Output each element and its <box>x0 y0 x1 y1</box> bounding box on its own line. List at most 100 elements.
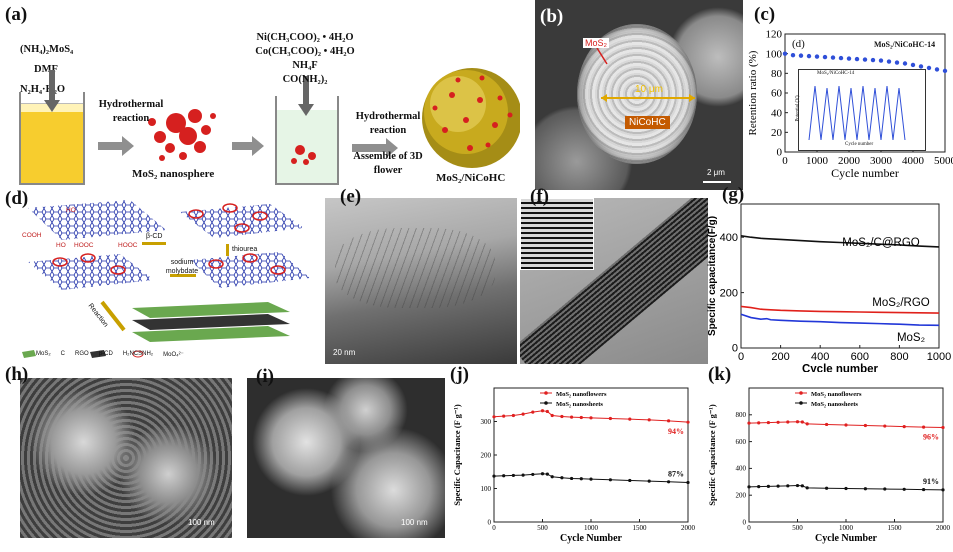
series-0-point-11 <box>870 57 876 63</box>
step-2-line-3: Assemble of 3D <box>353 151 423 162</box>
panel-j-label: (j) <box>450 364 469 385</box>
series-1-point-10 <box>579 477 583 481</box>
inset-curves <box>808 85 906 141</box>
nanosphere-cluster <box>148 109 216 161</box>
x-tick-label-0: 0 <box>747 524 751 532</box>
series-0-point-11 <box>589 416 593 420</box>
series-0-point-8 <box>846 56 852 61</box>
mos2-tag: MoS₂ <box>583 38 609 48</box>
legend-label-0: MoS₂ nanoflowers <box>811 391 862 398</box>
series-0-point-19 <box>934 67 940 72</box>
reagent-2-1: Ni(CH₃COO)₂ • 4H₂O <box>256 32 354 43</box>
panel-h-label: (h) <box>5 364 29 385</box>
sheet-3 <box>28 254 154 290</box>
legend-marker-0 <box>799 391 803 395</box>
x-axis-label: Cycle Number <box>815 533 877 544</box>
y-tick-label-2: 400 <box>720 232 738 244</box>
series-0-point-10 <box>862 57 868 62</box>
x-tick-label-4: 4000 <box>902 155 925 167</box>
y-tick-label-6: 120 <box>766 29 783 41</box>
size-tag: 10 μm <box>635 84 663 95</box>
series-0-point-13 <box>886 59 892 64</box>
sheet-4 <box>190 252 310 288</box>
series-1-point-14 <box>941 488 945 492</box>
x-tick-label-0: 0 <box>782 155 788 167</box>
series-0-point-5 <box>822 54 828 60</box>
process-arrow-1 <box>98 136 134 156</box>
step-1-line-1: Hydrothermal <box>98 99 164 110</box>
series-0-point-11 <box>883 424 887 428</box>
series-line-1 <box>740 305 940 314</box>
series-0-point-15 <box>667 419 671 423</box>
series-1-point-16 <box>686 480 690 485</box>
series-name-1: MoS₂/RGO <box>872 297 930 309</box>
scale-h: 100 nm <box>188 518 215 527</box>
series-1-point-2 <box>766 484 770 488</box>
series-0-point-13 <box>628 417 632 421</box>
series-0-point-8 <box>825 422 829 427</box>
y-tick-label-2: 40 <box>771 107 783 119</box>
series-1-point-0 <box>747 485 751 489</box>
series-0-point-2 <box>766 420 770 425</box>
series-1-point-7 <box>550 475 554 479</box>
chart-c-inset: MoS₂/NiCoHC-14 Cycle number Potential (V… <box>795 69 926 151</box>
chart-c-inset-label: (d) <box>792 38 805 50</box>
series-0-point-1 <box>502 414 506 418</box>
panel-k-label: (k) <box>708 364 732 385</box>
inset-ylabel: Potential (V) <box>795 95 801 122</box>
series-0-point-3 <box>521 412 525 416</box>
panel-e-label: (e) <box>340 186 362 207</box>
y-axis-label: Specific Capacitance (F g⁻¹) <box>452 404 462 506</box>
series-0-point-6 <box>545 409 549 414</box>
inset-xlabel: Cycle number <box>845 142 874 147</box>
panel-f-label: (f) <box>530 186 549 207</box>
legend-moo4: MoO₄²⁻ <box>163 352 184 358</box>
end-label-0: 94% <box>668 427 684 436</box>
step-2-line-2: reaction <box>369 125 407 136</box>
series-1-point-5 <box>795 483 800 488</box>
series-line-2 <box>740 313 940 327</box>
panel-c-label: (c) <box>754 4 776 25</box>
chart-j: 0 500 1000 1500 2000 0 100 200 300 Cycle Number Sp… <box>452 387 696 544</box>
reagent-1-2: DMF <box>34 64 58 75</box>
x-tick-label-2: 1000 <box>839 524 854 532</box>
series-1-point-6 <box>545 472 549 476</box>
series-0-point-15 <box>902 61 908 66</box>
series-0-point-7 <box>838 55 844 61</box>
series-1-point-13 <box>922 487 926 492</box>
y-tick-label-0: 0 <box>732 343 738 355</box>
arrow-cd <box>142 242 166 245</box>
series-1-point-7 <box>805 486 809 490</box>
series-0-point-1 <box>757 421 761 425</box>
series-1-point-6 <box>800 484 804 488</box>
y-axis-label: Retention ratio (%) <box>747 50 759 135</box>
sem-image-i: 100 nm <box>247 378 445 538</box>
scale-e: 20 nm <box>333 348 356 357</box>
series-1-point-15 <box>667 480 671 484</box>
group-label-4: HOOC <box>118 242 138 249</box>
legend-cd: β-CD <box>98 351 113 357</box>
legend-mos2: MoS₂ <box>36 351 51 357</box>
nanosphere-label: MoS₂ nanosphere <box>132 168 215 180</box>
series-0-point-3 <box>776 420 780 424</box>
panel-d-label: (d) <box>5 188 29 209</box>
x-tick-label-1: 1000 <box>806 155 829 167</box>
panel-i-label: (i) <box>256 366 274 387</box>
process-arrow-2 <box>232 136 264 156</box>
reagent-2-4: CO(NH₂)₂ <box>282 74 328 85</box>
y-tick-label-1: 20 <box>771 127 783 139</box>
sheet-2 <box>180 204 304 238</box>
series-1-point-1 <box>502 474 506 478</box>
series-1-point-10 <box>863 487 867 491</box>
reagent-2-2: Co(CH₃COO)₂ • 4H₂O <box>255 46 355 57</box>
group-label-2: HO <box>56 242 66 249</box>
sem-image-b: MoS₂ 10 μm NiCoHC 2 μm <box>535 0 743 190</box>
y-tick-label-4: 80 <box>771 68 783 80</box>
series-1-point-1 <box>757 485 761 489</box>
x-tick-label-3: 1500 <box>633 524 648 532</box>
y-tick-label-2: 200 <box>481 451 492 459</box>
x-tick-label-5: 1000 <box>927 351 951 363</box>
series-0-point-16 <box>910 62 916 68</box>
